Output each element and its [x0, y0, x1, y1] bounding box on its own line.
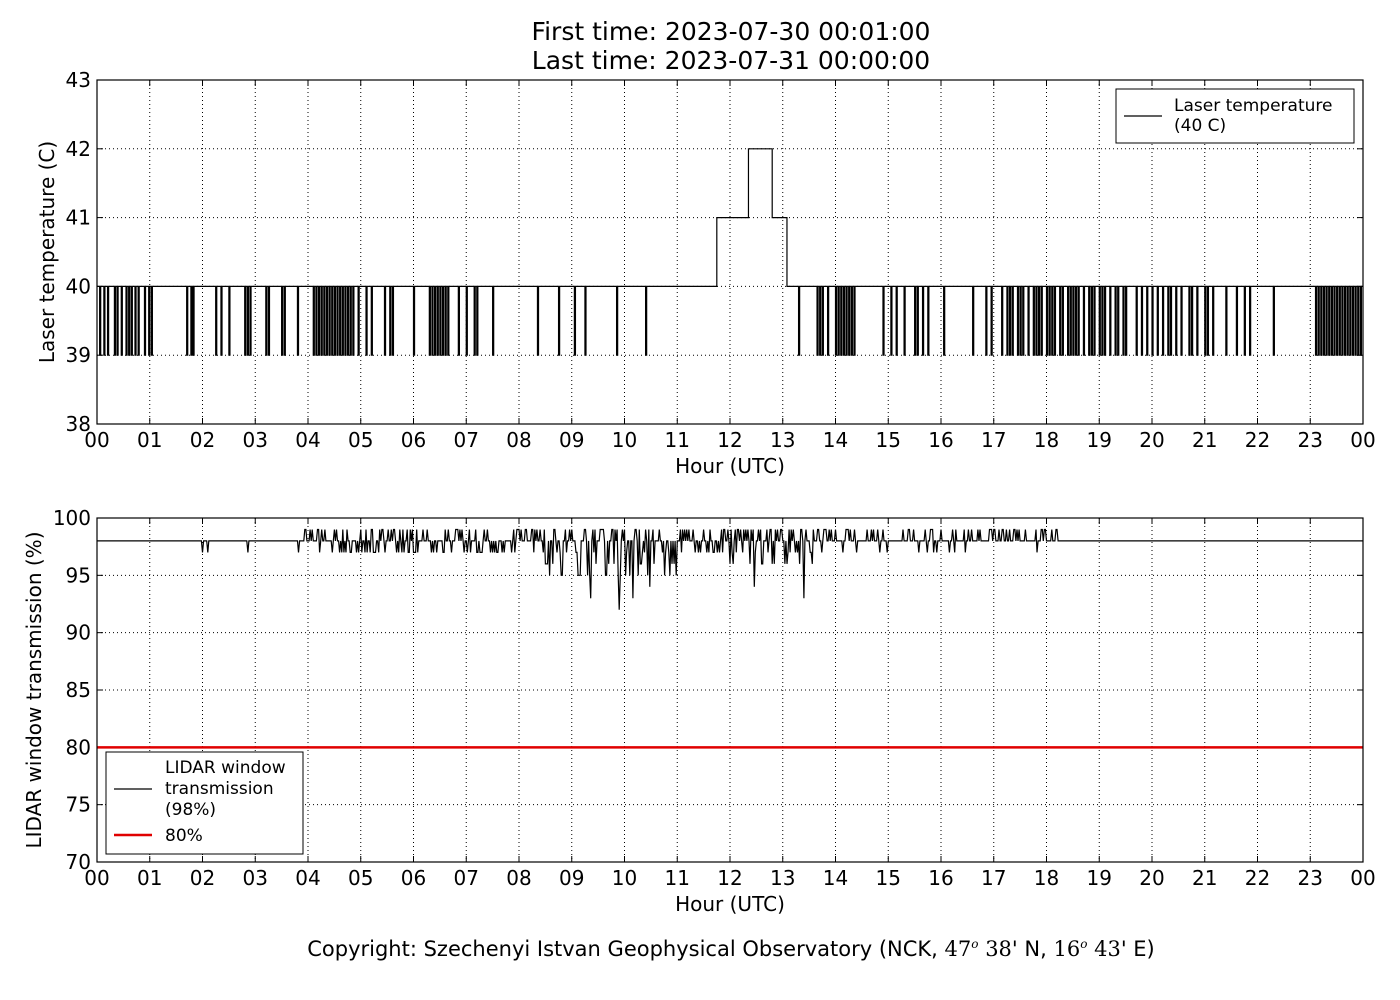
x-tick-label: 01	[137, 866, 162, 890]
x-tick-label: 15	[876, 866, 901, 890]
x-tick-label: 09	[559, 866, 584, 890]
x-tick-label: 02	[190, 428, 215, 452]
y-tick-label: 100	[53, 506, 91, 530]
plot-area	[97, 528, 1363, 749]
x-tick-label: 16	[928, 866, 953, 890]
x-tick-label: 12	[717, 428, 742, 452]
legend-label: transmission	[165, 779, 274, 799]
y-tick-label: 90	[66, 621, 91, 645]
longitude-degrees: 16o	[1053, 937, 1088, 961]
x-tick-label: 06	[401, 866, 426, 890]
plot-area	[97, 148, 1363, 356]
x-tick-label: 08	[506, 866, 531, 890]
last-time-label: Last time: 2023-07-31 00:00:00	[531, 46, 931, 75]
x-tick-label: 04	[295, 866, 320, 890]
x-tick-label: 11	[665, 428, 690, 452]
latitude-suffix: ' N,	[1011, 937, 1047, 961]
x-tick-label: 18	[1034, 866, 1059, 890]
x-tick-label: 21	[1192, 428, 1217, 452]
x-axis-label: Hour (UTC)	[675, 892, 785, 916]
x-tick-label: 03	[243, 866, 268, 890]
y-tick-label: 95	[66, 563, 91, 587]
x-tick-label: 21	[1192, 866, 1217, 890]
x-tick-label: 05	[348, 866, 373, 890]
x-tick-label: 11	[665, 866, 690, 890]
latitude-degrees: 47o	[944, 937, 979, 961]
x-tick-label: 00	[1350, 428, 1375, 452]
x-tick-label: 20	[1139, 866, 1164, 890]
series-line	[97, 148, 1363, 356]
x-tick-label: 17	[981, 428, 1006, 452]
y-tick-label: 80	[66, 735, 91, 759]
x-tick-label: 09	[559, 428, 584, 452]
x-tick-label: 07	[454, 428, 479, 452]
legend-label: (98%)	[165, 800, 216, 820]
y-tick-label: 41	[66, 206, 91, 230]
x-tick-label: 04	[295, 428, 320, 452]
longitude-minutes: 43	[1094, 937, 1121, 961]
x-tick-label: 00	[84, 866, 109, 890]
x-tick-label: 00	[84, 428, 109, 452]
x-tick-label: 22	[1245, 866, 1270, 890]
legend-box	[105, 751, 304, 855]
x-tick-label: 20	[1139, 428, 1164, 452]
y-tick-label: 75	[66, 793, 91, 817]
axes-frame	[96, 79, 1364, 425]
x-tick-label: 19	[1087, 866, 1112, 890]
x-tick-label: 06	[401, 428, 426, 452]
first-time-label: First time: 2023-07-30 00:01:00	[531, 17, 931, 46]
copyright-footer: Copyright: Szechenyi Istvan Geophysical …	[0, 937, 1400, 961]
copyright-text: Copyright: Szechenyi Istvan Geophysical …	[307, 937, 938, 961]
laser-temperature-chart: 00 01 02 03 04 05 06 07 08 09 10 11 12 13 14 15 16 17 18 19…	[35, 68, 1376, 478]
y-axis-label: Laser temperature (C)	[35, 141, 59, 363]
x-tick-label: 23	[1298, 428, 1323, 452]
x-tick-label: 13	[770, 866, 795, 890]
x-tick-label: 01	[137, 428, 162, 452]
legend-label: Laser temperature	[1174, 96, 1332, 116]
y-axis-label: LIDAR window transmission (%)	[22, 532, 46, 849]
y-tick-label: 70	[66, 850, 91, 874]
y-tick-label: 85	[66, 678, 91, 702]
legend-label: (40 C)	[1174, 116, 1226, 136]
legend-label: LIDAR window	[165, 758, 286, 778]
lidar-transmission-chart: 00 01 02 03 04 05 06 07 08 09 10 11 12 13 14 15 16 17 18 19…	[22, 506, 1376, 916]
y-tick-label: 39	[66, 343, 91, 367]
x-tick-label: 22	[1245, 428, 1270, 452]
x-tick-label: 18	[1034, 428, 1059, 452]
axes-frame	[96, 517, 1364, 863]
x-tick-label: 10	[612, 866, 637, 890]
x-tick-label: 17	[981, 866, 1006, 890]
y-tick-label: 40	[66, 274, 91, 298]
latitude-minutes: 38	[985, 937, 1012, 961]
x-tick-label: 10	[612, 428, 637, 452]
x-tick-label: 13	[770, 428, 795, 452]
legend: Laser temperature(40 C)	[1115, 88, 1355, 144]
x-tick-label: 07	[454, 866, 479, 890]
y-tick-label: 42	[66, 137, 91, 161]
legend-label: 80%	[165, 826, 203, 846]
longitude-suffix: ' E)	[1120, 937, 1155, 961]
x-tick-label: 16	[928, 428, 953, 452]
page-title: First time: 2023-07-30 00:01:00 Last tim…	[0, 17, 1400, 75]
x-tick-label: 14	[823, 428, 848, 452]
series-line	[97, 528, 1363, 610]
x-tick-label: 15	[876, 428, 901, 452]
x-tick-label: 00	[1350, 866, 1375, 890]
x-tick-label: 03	[243, 428, 268, 452]
x-tick-label: 19	[1087, 428, 1112, 452]
x-tick-label: 02	[190, 866, 215, 890]
x-tick-label: 14	[823, 866, 848, 890]
x-tick-label: 12	[717, 866, 742, 890]
y-tick-label: 43	[66, 68, 91, 92]
x-tick-label: 05	[348, 428, 373, 452]
x-tick-label: 23	[1298, 866, 1323, 890]
y-tick-label: 38	[66, 412, 91, 436]
x-tick-label: 08	[506, 428, 531, 452]
x-axis-label: Hour (UTC)	[675, 454, 785, 478]
